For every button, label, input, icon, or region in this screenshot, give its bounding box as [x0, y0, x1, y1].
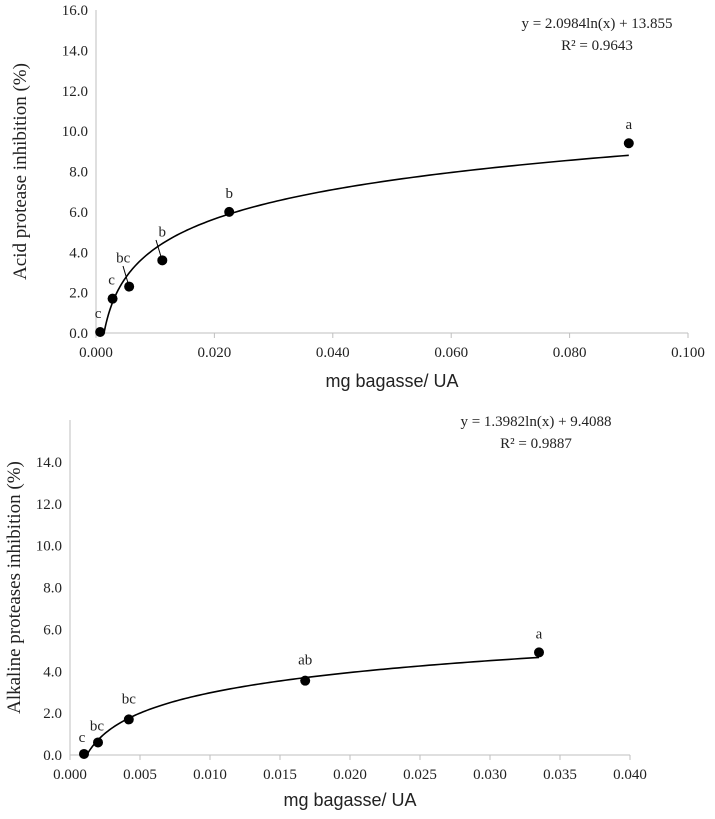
y-tick-label: 2.0: [69, 286, 88, 302]
chart-1: 0.0 2.0 4.0 6.0 8.0 10.0 12.0 14.0 16.0 0.000 0.02…: [10, 3, 705, 391]
point-label: c: [95, 306, 102, 322]
x-tick-label: 0.100: [671, 345, 705, 361]
y-tick-label: 0.0: [69, 326, 88, 342]
y-tick-label: 8.0: [43, 581, 62, 597]
point-label: b: [225, 186, 233, 202]
trendline: [86, 656, 540, 756]
label-leader: [155, 239, 163, 261]
point-label: bc: [122, 691, 137, 707]
point-label: ab: [298, 653, 312, 669]
data-point: [123, 714, 134, 725]
y-tick-label: 12.0: [36, 497, 62, 513]
x-tick-label: 0.040: [613, 767, 647, 783]
r-squared: R² = 0.9643: [561, 38, 633, 54]
y-tick-label: 10.0: [36, 539, 62, 555]
y-tick-label: 8.0: [69, 165, 88, 181]
x-tick-label: 0.020: [333, 767, 367, 783]
y-tick-label: 4.0: [69, 245, 88, 261]
y-tick-label: 4.0: [43, 664, 62, 680]
point-label: a: [625, 117, 632, 133]
data-point: [157, 255, 168, 266]
data-point: [79, 748, 89, 759]
y-tick-label: 10.0: [62, 124, 88, 140]
data-point: [107, 293, 118, 304]
x-axis-title: mg bagasse/ UA: [283, 790, 416, 810]
data-point: [300, 675, 311, 686]
x-tick-label: 0.030: [473, 767, 507, 783]
y-tick-label: 16.0: [62, 3, 88, 19]
label-leader: [122, 265, 129, 284]
y-tick-label: 14.0: [62, 43, 88, 59]
data-point: [623, 138, 634, 149]
x-axis-title: mg bagasse/ UA: [325, 371, 458, 391]
y-tick-label: 6.0: [69, 205, 88, 221]
point-label: c: [79, 730, 86, 746]
point-label: bc: [116, 251, 131, 267]
data-point: [124, 281, 135, 292]
point-label: bc: [90, 718, 105, 734]
x-tick-label: 0.025: [403, 767, 437, 783]
trendline-equation: y = 1.3982ln(x) + 9.4088: [460, 414, 611, 430]
trendline-equation: y = 2.0984ln(x) + 13.855: [521, 16, 672, 32]
y-tick-label: 2.0: [43, 706, 62, 722]
y-tick-label: 0.0: [43, 748, 62, 764]
y-tick-label: 14.0: [36, 455, 62, 471]
x-tick-label: 0.020: [198, 345, 232, 361]
data-point: [224, 206, 235, 217]
x-tick-label: 0.040: [316, 345, 350, 361]
x-tick-label: 0.080: [553, 345, 587, 361]
x-tick-label: 0.005: [123, 767, 157, 783]
y-tick-label: 6.0: [43, 622, 62, 638]
point-label: a: [536, 626, 543, 642]
x-tick-label: 0.015: [263, 767, 297, 783]
data-point: [93, 737, 103, 748]
data-point: [534, 647, 544, 658]
x-tick-label: 0.060: [434, 345, 468, 361]
point-label: b: [159, 224, 167, 240]
r-squared: R² = 0.9887: [500, 436, 572, 452]
chart-2: 0.0 2.0 4.0 6.0 8.0 10.0 12.0 14.0 0.000 0.005 0.0…: [4, 414, 647, 810]
x-tick-label: 0.010: [193, 767, 227, 783]
y-axis-title: Alkaline proteases inhibition (%): [4, 461, 25, 714]
x-tick-label: 0.000: [79, 345, 113, 361]
y-axis-title: Acid protease inhibition (%): [10, 63, 31, 280]
point-label: c: [108, 273, 115, 289]
data-point: [95, 326, 106, 337]
x-tick-label: 0.000: [53, 767, 87, 783]
x-tick-label: 0.035: [543, 767, 577, 783]
trendline: [101, 154, 629, 334]
y-tick-label: 12.0: [62, 84, 88, 100]
